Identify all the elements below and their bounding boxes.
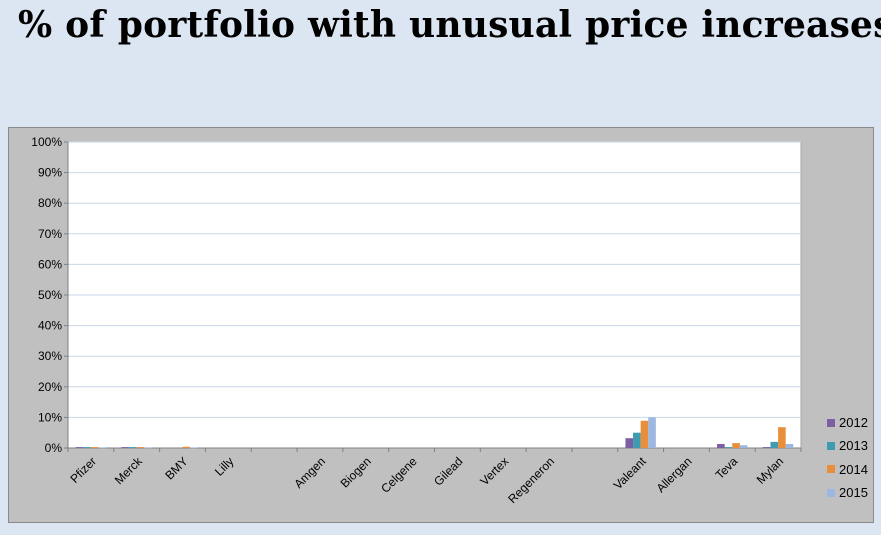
x-tick-label: Mylan: [754, 454, 787, 487]
bar-2014: [732, 443, 740, 448]
legend-label: 2015: [839, 485, 868, 501]
y-tick-label: 80%: [38, 196, 62, 210]
legend-label: 2014: [839, 461, 868, 477]
legend-item: 2013: [827, 434, 868, 457]
x-tick-label: Biogen: [338, 454, 374, 490]
bar-2015: [785, 444, 794, 448]
bar-2012: [717, 444, 725, 448]
chart-frame: 0% 10% 20% 30% 40% 50% 60% 70% 80% 90% 100% Pfizer M…: [8, 127, 874, 523]
y-tick-label: 90%: [38, 166, 62, 180]
bar-2013: [724, 447, 733, 448]
x-tick-label: Merck: [112, 454, 146, 488]
y-tick-label: 40%: [38, 319, 62, 333]
y-tick-label: 50%: [38, 288, 62, 302]
legend-swatch: [827, 441, 835, 450]
legend-label: 2012: [839, 415, 868, 431]
bar-chart: 0% 10% 20% 30% 40% 50% 60% 70% 80% 90% 100% Pfizer M…: [31, 135, 802, 506]
x-tick-label: Amgen: [291, 454, 328, 491]
bar-2015: [98, 447, 107, 449]
bar-2013: [83, 447, 91, 448]
slide-title: % of portfolio with unusual price increa…: [18, 4, 881, 46]
legend-swatch: [827, 418, 835, 427]
bar-2013: [129, 447, 137, 448]
legend-label: 2013: [839, 438, 868, 454]
x-tick-label: Gilead: [431, 454, 465, 488]
bar-2015: [190, 447, 198, 449]
legend-item: 2014: [827, 458, 868, 481]
legend-swatch: [827, 465, 835, 474]
bar-2014: [90, 447, 99, 448]
bar-2015: [739, 445, 748, 448]
x-tick-label: Pfizer: [67, 454, 99, 486]
y-tick-label: 0%: [45, 441, 63, 455]
x-tick-label: Valeant: [611, 454, 650, 493]
x-tick-label: Regeneron: [505, 454, 557, 506]
bar-2015: [144, 447, 152, 449]
bar-2013: [770, 441, 779, 448]
bar-2012: [625, 438, 634, 448]
bar-2012: [121, 447, 130, 448]
bar-2015: [648, 417, 656, 448]
x-tick-label: Allergan: [654, 454, 695, 495]
x-tick-label: Teva: [713, 454, 741, 482]
bar-2014: [182, 446, 191, 448]
x-tick-label: Celgene: [378, 454, 420, 496]
chart-legend: 2012 2013 2014 2015: [827, 411, 868, 504]
y-tick-label: 100%: [31, 135, 62, 149]
legend-item: 2015: [827, 481, 868, 504]
x-tick-label: Vertex: [477, 454, 511, 488]
y-tick-label: 20%: [38, 380, 62, 394]
bar-2014: [778, 427, 786, 448]
bar-2014: [640, 420, 649, 448]
legend-swatch: [827, 488, 835, 497]
y-tick-label: 30%: [38, 349, 62, 363]
x-tick-label: BMY: [162, 454, 190, 482]
x-tick-label: Lilly: [212, 454, 237, 479]
bar-2012: [75, 447, 84, 448]
bar-2012: [762, 447, 771, 448]
y-tick-label: 10%: [38, 410, 62, 424]
bar-2014: [136, 447, 145, 448]
y-tick-label: 70%: [38, 227, 62, 241]
legend-item: 2012: [827, 411, 868, 434]
y-tick-label: 60%: [38, 257, 62, 271]
bar-2013: [633, 432, 641, 448]
